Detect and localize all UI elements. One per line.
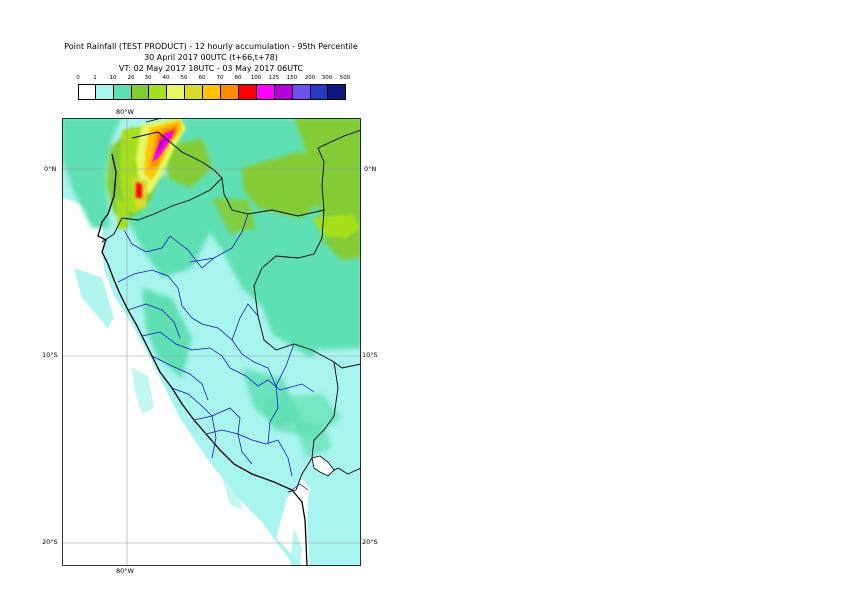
base-time: 30 April 2017 00UTC (t+66,t+78) — [144, 53, 278, 62]
legend-label: 125 — [268, 75, 280, 81]
legend-label: 80 — [234, 75, 242, 81]
legend-swatch — [166, 84, 185, 100]
regional-borders — [117, 213, 315, 491]
legend-swatch — [310, 84, 328, 100]
legend-label: 10 — [109, 75, 117, 81]
lat-label-left: 10°S — [42, 351, 58, 359]
legend-label: 150 — [286, 75, 298, 81]
lat-label-right: 20°S — [362, 538, 378, 546]
graticule — [62, 118, 361, 566]
legend-swatch — [292, 84, 311, 100]
map-frame — [62, 118, 361, 566]
lon-label-bottom: 80°W — [116, 567, 134, 575]
legend-swatch — [148, 84, 167, 100]
legend-swatch — [238, 84, 257, 100]
lat-label-right: 10°S — [362, 351, 378, 359]
legend-label: 70 — [216, 75, 224, 81]
legend-label: 50 — [180, 75, 188, 81]
legend-swatch — [202, 84, 221, 100]
lat-label-left: 0°N — [44, 165, 57, 173]
lat-label-right: 0°N — [364, 165, 377, 173]
legend-label: 30 — [144, 75, 152, 81]
legend-label: 40 — [162, 75, 170, 81]
legend-label: 1 — [93, 75, 97, 81]
lake-titicaca — [311, 455, 335, 477]
legend-label: 100 — [250, 75, 262, 81]
rainfall-field — [62, 118, 361, 566]
legend-swatch — [256, 84, 275, 100]
legend-swatch — [131, 84, 149, 100]
lat-label-left: 20°S — [42, 538, 58, 546]
legend-swatch — [95, 84, 114, 100]
legend-swatch — [274, 84, 293, 100]
legend-label: 20 — [127, 75, 135, 81]
legend-swatch — [184, 84, 203, 100]
legend-label: 200 — [304, 75, 316, 81]
validity-time: VT: 02 May 2017 18UTC - 03 May 2017 06UT… — [118, 64, 304, 73]
legend-swatch — [220, 84, 239, 100]
lon-label-top: 80°W — [116, 108, 134, 116]
legend-swatch — [327, 84, 346, 100]
legend-label: 500 — [339, 75, 351, 81]
legend-swatch — [113, 84, 132, 100]
legend-label: 300 — [321, 75, 333, 81]
legend-label: 0 — [76, 75, 80, 81]
legend-swatch — [78, 84, 96, 100]
map-title: Point Rainfall (TEST PRODUCT) - 12 hourl… — [64, 42, 358, 51]
legend-label: 60 — [198, 75, 206, 81]
rainfall-map — [62, 118, 361, 566]
